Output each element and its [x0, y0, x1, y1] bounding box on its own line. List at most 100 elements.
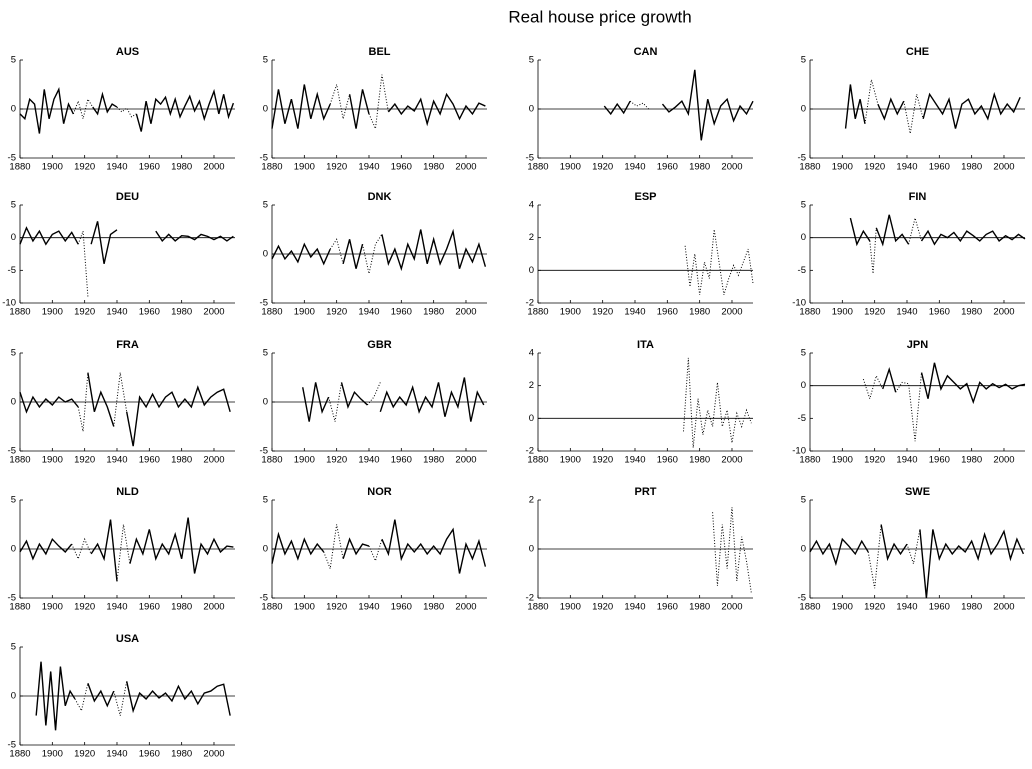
- x-tick-label: 1920: [864, 455, 885, 466]
- series-line: [72, 97, 94, 121]
- x-tick-label: 1940: [624, 307, 645, 318]
- y-tick-label: 0: [11, 691, 16, 702]
- panel-title: NLD: [116, 486, 139, 498]
- x-tick-label: 1960: [929, 602, 950, 613]
- series-line: [387, 92, 486, 127]
- y-tick-label: 0: [529, 544, 534, 555]
- series-line: [922, 91, 1021, 129]
- x-tick-label: 1900: [42, 162, 63, 173]
- x-tick-label: 1900: [832, 307, 853, 318]
- panel-title: USA: [116, 633, 139, 645]
- panel: NOR -5 0 5 1880 1900 1920 1940 1960 1980 2000: [260, 486, 487, 613]
- series-line: [92, 91, 118, 116]
- y-tick-label: 5: [11, 200, 16, 211]
- series-line: [342, 239, 364, 269]
- x-tick-label: 1940: [358, 162, 379, 173]
- y-tick-label: -5: [798, 413, 806, 424]
- series-line: [74, 683, 89, 713]
- x-tick-label: 1880: [799, 455, 820, 466]
- panel: SWE -5 0 5 1880 1900 1920 1940 1960 1980 2000: [798, 486, 1025, 613]
- x-tick-label: 1980: [171, 162, 192, 173]
- x-tick-label: 1960: [929, 307, 950, 318]
- y-tick-label: -5: [8, 446, 16, 457]
- series-line: [864, 79, 879, 124]
- x-tick-label: 1920: [326, 307, 347, 318]
- x-tick-label: 1980: [423, 162, 444, 173]
- x-tick-label: 1980: [171, 455, 192, 466]
- x-tick-label: 1960: [657, 602, 678, 613]
- x-tick-label: 1980: [423, 307, 444, 318]
- y-tick-label: 0: [801, 380, 806, 391]
- series-line: [323, 524, 344, 571]
- y-tick-label: 5: [11, 495, 16, 506]
- y-tick-label: -10: [792, 446, 806, 457]
- panel-title: BEL: [369, 46, 391, 58]
- y-tick-label: 0: [11, 544, 16, 555]
- panel: FIN -10 -5 0 5 1880 1900 1920 1940 1960 1980 2000: [792, 191, 1026, 318]
- x-tick-label: 1920: [74, 749, 95, 760]
- x-tick-label: 1880: [261, 602, 282, 613]
- y-tick-label: -5: [260, 298, 268, 309]
- series-line: [844, 84, 866, 129]
- series-line: [77, 230, 89, 297]
- x-tick-label: 1980: [689, 602, 710, 613]
- panel: CAN -5 0 5 1880 1900 1920 1940 1960 1980 2000: [526, 46, 754, 173]
- series-line: [271, 84, 331, 129]
- x-tick-label: 1900: [560, 455, 581, 466]
- x-tick-label: 1880: [527, 307, 548, 318]
- panel: DNK -5 0 5 1880 1900 1920 1940 1960 1980 2000: [260, 191, 487, 318]
- panel: GBR -5 0 5 1880 1900 1920 1940 1960 1980 2000: [260, 339, 487, 466]
- x-tick-label: 1900: [294, 307, 315, 318]
- panel: USA -5 0 5 1880 1900 1920 1940 1960 1980 2000: [8, 633, 235, 760]
- y-tick-label: 0: [11, 397, 16, 408]
- series-line: [135, 88, 235, 132]
- x-tick-label: 1880: [9, 162, 30, 173]
- panel: ITA -2 0 2 4 1880 1900 1920 1940 1960 1980 2000: [526, 339, 753, 466]
- series-line: [116, 524, 131, 582]
- x-tick-label: 1900: [42, 307, 63, 318]
- x-tick-label: 1900: [294, 455, 315, 466]
- series-line: [919, 529, 1025, 599]
- y-tick-label: 0: [801, 232, 806, 243]
- y-tick-label: -5: [8, 593, 16, 604]
- y-tick-label: -5: [8, 153, 16, 164]
- series-line: [877, 97, 905, 121]
- x-tick-label: 1980: [961, 455, 982, 466]
- x-tick-label: 2000: [721, 162, 742, 173]
- series-line: [129, 517, 234, 574]
- panel-title: ITA: [637, 339, 654, 351]
- x-tick-label: 2000: [721, 455, 742, 466]
- x-tick-label: 1940: [106, 455, 127, 466]
- x-tick-label: 1920: [326, 162, 347, 173]
- y-tick-label: -5: [798, 265, 806, 276]
- x-tick-label: 2000: [721, 307, 742, 318]
- y-tick-label: 0: [801, 544, 806, 555]
- series-line: [903, 94, 924, 134]
- x-tick-label: 1880: [9, 749, 30, 760]
- x-tick-label: 1960: [139, 307, 160, 318]
- x-tick-label: 1880: [9, 602, 30, 613]
- x-tick-label: 1900: [560, 162, 581, 173]
- y-tick-label: 4: [529, 200, 534, 211]
- x-tick-label: 1940: [106, 602, 127, 613]
- series-line: [869, 227, 877, 274]
- series-line: [920, 229, 1026, 246]
- x-tick-label: 1920: [592, 162, 613, 173]
- panel: JPN -10 -5 0 5 1880 1900 1920 1940 1960 1980 2000: [792, 339, 1026, 466]
- x-tick-label: 1980: [961, 307, 982, 318]
- x-tick-label: 1960: [391, 307, 412, 318]
- x-tick-label: 1940: [358, 307, 379, 318]
- x-tick-label: 1880: [261, 307, 282, 318]
- y-tick-label: 0: [529, 104, 534, 115]
- x-tick-label: 2000: [455, 602, 476, 613]
- x-tick-label: 1960: [929, 455, 950, 466]
- x-tick-label: 1940: [896, 162, 917, 173]
- x-tick-label: 1920: [864, 602, 885, 613]
- x-tick-label: 1900: [560, 307, 581, 318]
- series-line: [684, 229, 754, 295]
- x-tick-label: 1980: [423, 455, 444, 466]
- series-line: [906, 529, 921, 564]
- y-tick-label: 0: [529, 265, 534, 276]
- y-tick-label: -10: [792, 298, 806, 309]
- x-tick-label: 2000: [203, 455, 224, 466]
